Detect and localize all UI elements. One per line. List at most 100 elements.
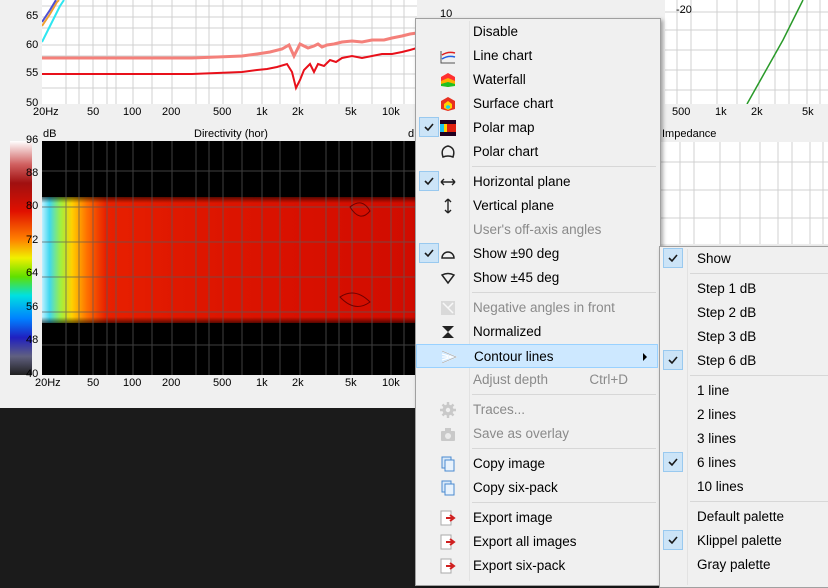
menu-item-label: Contour lines (474, 349, 554, 364)
submenu-item-step-6-db[interactable]: Step 6 dB (660, 349, 828, 373)
submenu-item-2-lines[interactable]: 2 lines (660, 403, 828, 427)
directivity-heatmap (10, 141, 417, 375)
menu-item-label: Horizontal plane (473, 174, 571, 189)
directivity-title: Directivity (hor) (194, 128, 268, 140)
scale-tick-label: 88 (26, 167, 39, 179)
scale-tick-label: 64 (26, 267, 39, 279)
check-icon (663, 248, 683, 268)
menu-separator (472, 394, 656, 395)
menu-separator (472, 292, 656, 293)
submenu-item-default-palette[interactable]: Default palette (660, 505, 828, 529)
menu-item-show-45-deg[interactable]: Show ±45 deg (416, 266, 658, 290)
submenu-item-1-line[interactable]: 1 line (660, 379, 828, 403)
menu-item-label: Adjust depth (473, 372, 549, 387)
menu-item-label: Export image (473, 510, 553, 525)
menu-item-label: Polar chart (473, 144, 539, 159)
menu-item-label: Waterfall (473, 72, 526, 87)
menu-item-label: Show ±45 deg (473, 270, 560, 285)
scale-tick-label: 56 (26, 301, 39, 313)
x-tick-label: 1k (256, 377, 268, 389)
scale-tick-label: 48 (26, 334, 39, 346)
submenu-item-label: Step 6 dB (697, 353, 757, 368)
menu-item-export-image[interactable]: Export image (416, 506, 658, 530)
check-icon (419, 117, 439, 137)
menu-item-copy-six-pack[interactable]: Copy six-pack (416, 476, 658, 500)
group-delay-plot (665, 0, 828, 105)
gear-icon (440, 402, 456, 418)
submenu-item-label: Default palette (697, 509, 785, 524)
menu-item-negative-angles-in-front: Negative angles in front (416, 296, 658, 320)
menu-item-label: Polar map (473, 120, 535, 135)
horizontal-arrows-icon (440, 174, 456, 190)
contour-lines-submenu (659, 246, 828, 588)
submenu-item-label: Show (697, 251, 731, 266)
submenu-item-gray-palette[interactable]: Gray palette (660, 553, 828, 577)
menu-item-polar-map[interactable]: Polar map (416, 116, 658, 140)
submenu-separator (690, 375, 828, 376)
impedance-chart[interactable] (660, 142, 828, 244)
menu-item-label: Export all images (473, 534, 577, 549)
scale-tick-label: 96 (26, 134, 39, 146)
x-tick-label: 50 (87, 377, 100, 389)
menu-item-traces: Traces... (416, 398, 658, 422)
submenu-item-step-2-db[interactable]: Step 2 dB (660, 301, 828, 325)
menu-item-horizontal-plane[interactable]: Horizontal plane (416, 170, 658, 194)
submenu-item-step-1-db[interactable]: Step 1 dB (660, 277, 828, 301)
menu-item-normalized[interactable]: Normalized (416, 320, 658, 344)
y-tick-label: 65 (26, 10, 39, 22)
x-tick-label: 5k (802, 106, 814, 118)
icon-column-divider (469, 21, 470, 581)
submenu-item-klippel-palette[interactable]: Klippel palette (660, 529, 828, 553)
x-tick-label: 50 (87, 106, 100, 118)
check-icon (663, 452, 683, 472)
menu-item-export-all-images[interactable]: Export all images (416, 530, 658, 554)
menu-item-export-six-pack[interactable]: Export six-pack (416, 554, 658, 578)
x-tick-label: 500 (213, 377, 232, 389)
menu-item-surface-chart[interactable]: Surface chart (416, 92, 658, 116)
frequency-response-chart[interactable] (41, 0, 418, 104)
submenu-item-label: 2 lines (697, 407, 737, 422)
impedance-plot (660, 142, 828, 244)
submenu-separator (690, 501, 828, 502)
submenu-item-label: Step 3 dB (697, 329, 757, 344)
menu-item-label: Normalized (473, 324, 542, 339)
menu-item-label: Show ±90 deg (473, 246, 560, 261)
y-tick-label: 50 (26, 97, 39, 109)
menu-separator (472, 448, 656, 449)
submenu-item-3-lines[interactable]: 3 lines (660, 427, 828, 451)
submenu-item-label: Gray palette (697, 557, 771, 572)
directivity-chart[interactable] (10, 127, 417, 377)
menu-item-label: Copy image (473, 456, 546, 471)
x-tick-label: 500 (213, 106, 232, 118)
x-tick-label: 2k (751, 106, 763, 118)
y-tick-label: -20 (676, 4, 692, 16)
y-tick-label: 55 (26, 67, 39, 79)
surface-chart-icon (440, 96, 456, 112)
submenu-item-step-3-db[interactable]: Step 3 dB (660, 325, 828, 349)
submenu-item-6-lines[interactable]: 6 lines (660, 451, 828, 475)
wedge-icon (440, 270, 456, 286)
menu-item-contour-lines[interactable]: Contour lines (416, 344, 658, 368)
menu-separator (472, 502, 656, 503)
check-icon (419, 243, 439, 263)
x-tick-label: 1k (256, 106, 268, 118)
menu-item-user-s-off-axis-angles: User's off-axis angles (416, 218, 658, 242)
menu-item-line-chart[interactable]: Line chart (416, 44, 658, 68)
submenu-item-label: 6 lines (697, 455, 737, 470)
x-tick-label: 5k (345, 106, 357, 118)
group-delay-chart[interactable] (665, 0, 828, 105)
menu-item-show-90-deg[interactable]: Show ±90 deg (416, 242, 658, 266)
menu-item-copy-image[interactable]: Copy image (416, 452, 658, 476)
submenu-item-show[interactable]: Show (660, 247, 828, 271)
menu-item-waterfall[interactable]: Waterfall (416, 68, 658, 92)
copy-icon (440, 480, 456, 496)
submenu-item-10-lines[interactable]: 10 lines (660, 475, 828, 499)
menu-item-polar-chart[interactable]: Polar chart (416, 140, 658, 164)
submenu-item-label: Step 2 dB (697, 305, 757, 320)
partial-title-char: d (408, 128, 415, 140)
menu-item-vertical-plane[interactable]: Vertical plane (416, 194, 658, 218)
menu-item-label: Negative angles in front (473, 300, 615, 315)
scale-tick-label: 72 (26, 234, 39, 246)
menu-item-label: Export six-pack (473, 558, 566, 573)
menu-item-disable[interactable]: Disable (416, 20, 658, 44)
